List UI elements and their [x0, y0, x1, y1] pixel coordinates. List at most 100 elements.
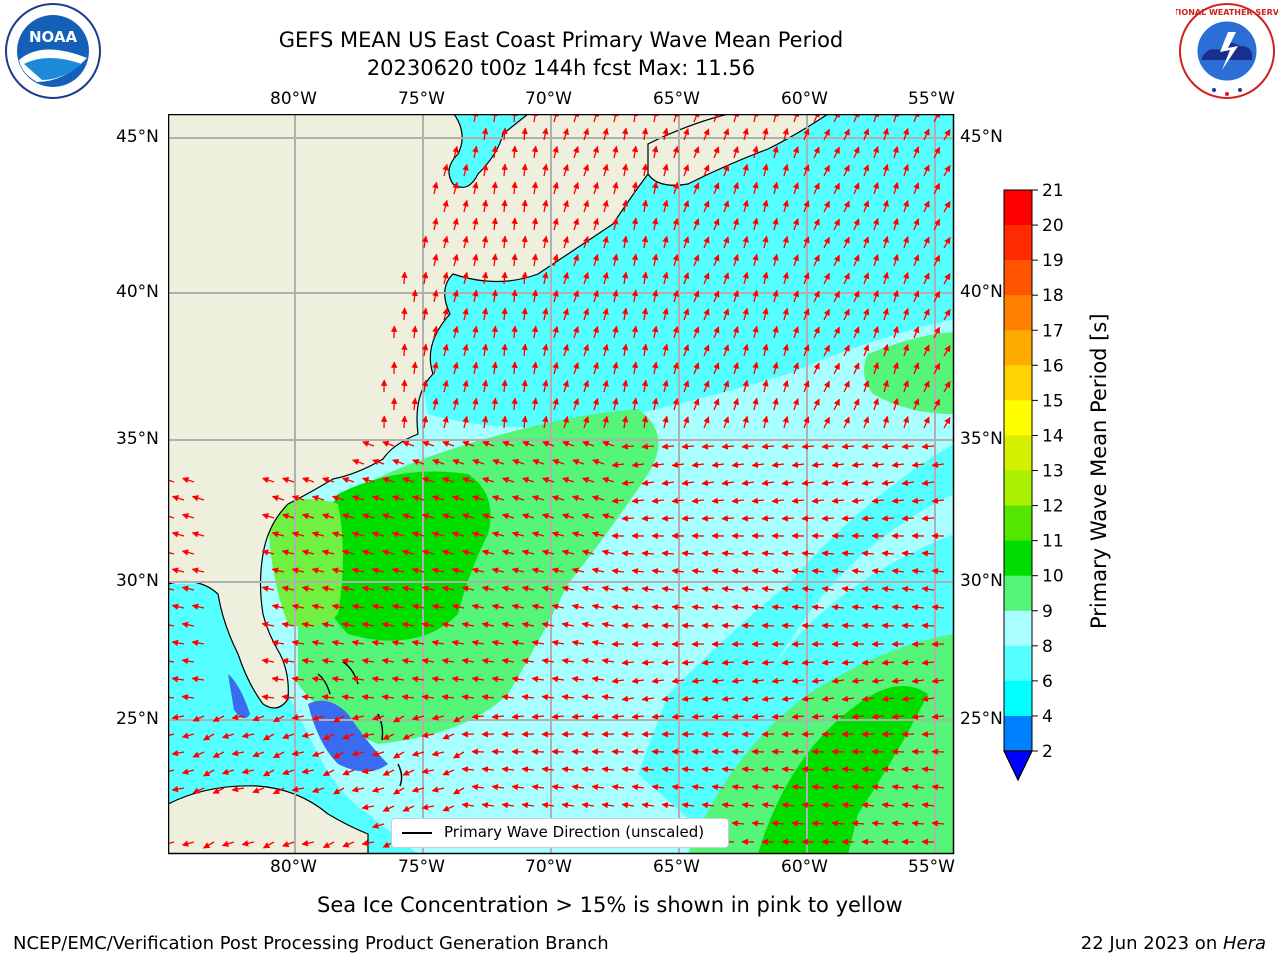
wave-direction-arrow — [551, 748, 565, 755]
wave-direction-arrow — [501, 127, 508, 141]
wave-direction-arrow — [901, 443, 915, 450]
wave-direction-arrow — [431, 603, 445, 610]
wave-direction-arrow — [913, 114, 920, 123]
wave-direction-arrow — [393, 715, 405, 723]
wave-direction-arrow — [732, 325, 739, 339]
wave-direction-arrow — [171, 495, 185, 502]
wave-direction-arrow — [342, 769, 355, 776]
wave-direction-arrow — [841, 659, 855, 666]
wave-direction-arrow — [863, 380, 870, 393]
wave-direction-arrow — [431, 675, 445, 683]
wave-direction-arrow — [641, 235, 649, 249]
colorbar-segment — [1004, 715, 1032, 752]
wave-direction-arrow — [851, 604, 865, 611]
wave-direction-arrow — [671, 604, 685, 611]
wave-direction-arrow — [641, 163, 649, 177]
wave-direction-arrow — [661, 550, 675, 557]
wave-direction-arrow — [831, 461, 845, 468]
wave-direction-arrow — [631, 361, 639, 375]
wave-direction-arrow — [401, 415, 408, 429]
wave-direction-arrow — [921, 550, 935, 557]
wave-direction-arrow — [421, 477, 435, 484]
footer-date: 22 Jun 2023 on — [1080, 933, 1223, 954]
wave-direction-arrow — [551, 603, 565, 610]
wave-direction-arrow — [333, 715, 345, 723]
wave-direction-arrow — [431, 531, 445, 538]
colorbar-tick-label: 21 — [1042, 181, 1064, 201]
wave-direction-arrow — [811, 748, 825, 755]
wave-direction-arrow — [453, 715, 465, 723]
wave-direction-arrow — [371, 639, 385, 647]
wave-direction-arrow — [693, 362, 700, 375]
wave-direction-arrow — [882, 163, 889, 177]
wave-direction-arrow — [611, 568, 625, 575]
wave-direction-arrow — [212, 715, 225, 722]
wave-direction-arrow — [641, 271, 649, 285]
wave-direction-arrow — [442, 415, 449, 429]
wave-direction-arrow — [662, 379, 669, 393]
wave-direction-arrow — [621, 415, 629, 429]
wave-direction-arrow — [791, 497, 805, 504]
wave-direction-arrow — [651, 181, 659, 195]
wave-direction-arrow — [291, 531, 305, 538]
wave-direction-arrow — [421, 549, 435, 556]
wave-direction-arrow — [531, 145, 539, 159]
wave-direction-arrow — [171, 749, 185, 757]
wave-direction-arrow — [631, 461, 645, 468]
wave-direction-arrow — [801, 515, 815, 522]
wave-direction-arrow — [721, 622, 735, 629]
wave-direction-arrow — [461, 657, 475, 665]
wave-direction-arrow — [301, 585, 315, 592]
wave-direction-arrow — [361, 731, 375, 739]
wave-direction-arrow — [421, 767, 435, 775]
wave-direction-arrow — [542, 415, 549, 429]
wave-direction-arrow — [241, 768, 255, 775]
wave-direction-arrow — [691, 677, 705, 685]
wave-direction-arrow — [891, 748, 905, 755]
wave-direction-arrow — [701, 585, 715, 593]
wave-direction-arrow — [521, 163, 528, 177]
wave-direction-arrow — [511, 217, 518, 231]
wave-direction-arrow — [851, 497, 865, 504]
wave-direction-arrow — [431, 639, 445, 647]
wave-direction-arrow — [751, 604, 765, 611]
wave-direction-arrow — [562, 440, 575, 447]
wave-direction-arrow — [761, 695, 775, 703]
wave-direction-arrow — [432, 253, 439, 267]
wave-direction-arrow — [541, 694, 555, 701]
wave-direction-arrow — [442, 307, 449, 321]
wave-direction-arrow — [711, 497, 725, 504]
wave-direction-arrow — [742, 343, 749, 357]
wave-direction-arrow — [921, 443, 935, 450]
wave-direction-arrow — [511, 181, 518, 195]
wave-direction-arrow — [671, 461, 685, 468]
wave-direction-arrow — [612, 217, 619, 231]
wave-direction-arrow — [462, 271, 469, 285]
colorbar-tick-label: 14 — [1042, 426, 1064, 446]
wave-direction-arrow — [582, 307, 590, 321]
wave-direction-arrow — [451, 567, 465, 574]
colorbar-tick-label: 6 — [1042, 672, 1053, 692]
wave-direction-arrow — [571, 531, 585, 538]
wave-direction-arrow — [621, 343, 629, 357]
wave-direction-arrow — [452, 361, 459, 375]
lat-label-left: 25°N — [116, 709, 159, 729]
wave-direction-arrow — [672, 289, 679, 303]
colorbar-tick-label: 15 — [1042, 391, 1064, 411]
wave-direction-arrow — [711, 461, 725, 468]
wave-direction-arrow — [742, 235, 749, 249]
wave-direction-arrow — [931, 677, 945, 685]
wave-direction-arrow — [392, 458, 405, 466]
wave-direction-arrow — [452, 325, 459, 339]
wave-direction-arrow — [792, 398, 800, 411]
lon-label-bottom: 70°W — [525, 857, 572, 877]
wave-direction-arrow — [683, 128, 690, 141]
wave-direction-arrow — [471, 495, 485, 502]
wave-direction-arrow — [291, 567, 305, 574]
wave-direction-arrow — [231, 713, 245, 721]
wave-direction-arrow — [271, 675, 285, 683]
wave-direction-arrow — [542, 343, 549, 357]
wave-direction-arrow — [621, 379, 629, 393]
wave-direction-arrow — [421, 343, 429, 357]
wave-direction-arrow — [461, 477, 475, 484]
